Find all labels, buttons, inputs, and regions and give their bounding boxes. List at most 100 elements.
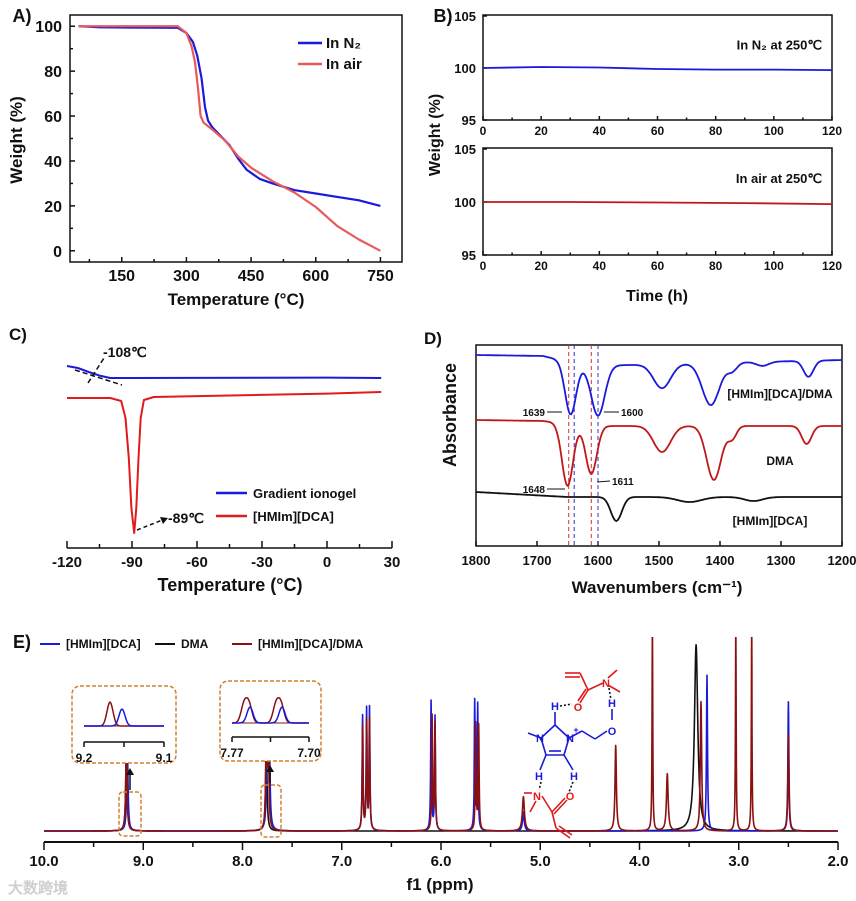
peak-label: 1639 [523, 408, 546, 419]
panel-label-b: B) [434, 6, 453, 26]
inset-tick-label: 7.70 [297, 746, 321, 760]
y-tick-label: 100 [454, 195, 476, 210]
x-tick-label: 6.0 [431, 853, 452, 870]
legend-label: In N₂ [326, 35, 361, 52]
bond [579, 672, 589, 691]
panel-label-c: C) [9, 325, 27, 344]
series-line-b2 [483, 201, 833, 205]
x-tick-label: 1800 [462, 553, 491, 568]
tangent-line [87, 357, 105, 384]
x-tick-label: 40 [593, 124, 607, 138]
bond [568, 781, 574, 793]
inset-tick-label: 7.77 [220, 746, 244, 760]
bond [540, 737, 547, 756]
bond [558, 825, 573, 836]
arrow-head [160, 517, 168, 524]
x-tick-label: 20 [534, 124, 548, 138]
bond [553, 799, 568, 815]
series-line-n2 [78, 25, 381, 207]
annotation-arrow [136, 518, 166, 531]
legend-label: In air [326, 56, 362, 73]
panel-label-e: E) [13, 632, 31, 652]
y-axis-label: Weight (%) [7, 96, 26, 184]
x-tick-label: 120 [822, 259, 842, 273]
x-tick-label: 100 [764, 124, 784, 138]
panel-label-d: D) [424, 329, 442, 348]
bond [551, 811, 557, 829]
atom-label: O [608, 726, 617, 738]
x-tick-label: 2.0 [828, 853, 849, 870]
y-axis-label: Absorbance [440, 363, 460, 467]
x-axis-label: f1 (ppm) [406, 875, 473, 894]
spectrum-1 [476, 419, 842, 487]
legend-label: [HMIm][DCA]/DMA [258, 637, 364, 651]
annotation: In N₂ at 250℃ [737, 37, 822, 52]
bond [551, 797, 566, 813]
x-tick-label: 0 [480, 124, 487, 138]
bond [527, 732, 542, 739]
x-tick-label: 1200 [828, 553, 856, 568]
legend-label: [HMIm][DCA] [66, 637, 141, 651]
x-tick-label: 1500 [645, 553, 674, 568]
plot-frame-a [69, 14, 403, 263]
inset-peak [84, 708, 164, 727]
y-tick-label: 95 [462, 113, 476, 128]
inset-box [71, 685, 177, 764]
y-tick-label: 20 [44, 199, 62, 216]
bond [559, 703, 573, 707]
inset-tick-label: 9.2 [76, 751, 93, 765]
spectrum-2 [475, 491, 842, 522]
bond [538, 781, 542, 791]
x-tick-label: 100 [764, 259, 784, 273]
legend-label: DMA [181, 637, 209, 651]
series-label: [HMIm][DCA]/DMA [727, 387, 833, 401]
bond [541, 795, 553, 813]
series-line-c1 [66, 365, 382, 379]
y-tick-label: 60 [44, 109, 62, 126]
x-axis-label: Time (h) [626, 288, 688, 305]
x-axis-label: Temperature (°C) [158, 575, 303, 595]
atom-label: N [536, 733, 544, 745]
x-tick-label: 80 [709, 124, 723, 138]
x-tick-label: 10.0 [29, 853, 58, 870]
x-tick-label: 60 [651, 124, 665, 138]
bond [579, 689, 589, 704]
atom-label: H [551, 701, 559, 713]
nmr-spectrum-2 [43, 637, 839, 832]
x-tick-label: 150 [108, 268, 135, 285]
x-tick-label: -60 [186, 554, 208, 571]
atom-label: O [566, 791, 575, 803]
inset-peak [232, 706, 309, 724]
y-tick-label: 40 [44, 154, 62, 171]
series-label: DMA [766, 454, 794, 468]
bond [539, 754, 547, 771]
bond [554, 724, 570, 739]
peak-label: 1611 [612, 477, 634, 488]
x-tick-label: 450 [238, 268, 265, 285]
bond [555, 827, 571, 839]
tangent-line [74, 369, 123, 386]
x-tick-label: 60 [651, 259, 665, 273]
bond [594, 730, 608, 740]
x-tick-label: 600 [302, 268, 329, 285]
x-tick-label: 8.0 [232, 853, 253, 870]
atom-label: H [608, 698, 616, 710]
bond [587, 682, 604, 691]
y-tick-label: 80 [44, 64, 62, 81]
inset-tick-label: 9.1 [156, 751, 173, 765]
x-tick-label: 1600 [584, 553, 613, 568]
annotation: In air at 250℃ [736, 171, 822, 186]
annotation-tm: -89℃ [168, 510, 204, 526]
x-tick-label: -30 [251, 554, 273, 571]
peak-label: 1648 [523, 485, 546, 496]
legend-label: Gradient ionogel [253, 486, 356, 501]
peak-label: 1600 [621, 408, 644, 419]
atom-label: N [602, 678, 610, 690]
x-tick-label: 300 [173, 268, 200, 285]
x-tick-label: 7.0 [331, 853, 352, 870]
x-tick-label: 3.0 [728, 853, 749, 870]
y-tick-label: 105 [454, 9, 476, 24]
series-line-c2 [67, 391, 382, 534]
spectrum-0 [476, 354, 842, 417]
